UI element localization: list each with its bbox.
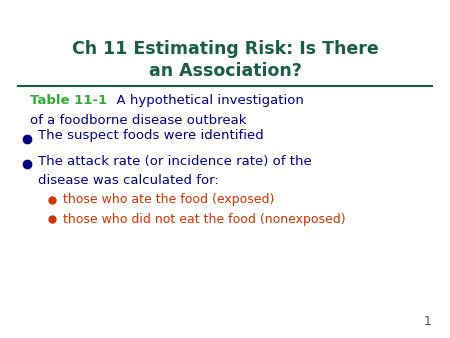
Text: of a foodborne disease outbreak: of a foodborne disease outbreak	[30, 114, 247, 127]
Text: Ch 11 Estimating Risk: Is There
an Association?: Ch 11 Estimating Risk: Is There an Assoc…	[72, 40, 378, 79]
Text: those who did not eat the food (nonexposed): those who did not eat the food (nonexpos…	[63, 213, 346, 225]
Text: A hypothetical investigation: A hypothetical investigation	[108, 94, 304, 107]
Text: those who ate the food (exposed): those who ate the food (exposed)	[63, 193, 274, 207]
Text: The suspect foods were identified: The suspect foods were identified	[38, 129, 264, 143]
Text: Table 11-1: Table 11-1	[30, 94, 107, 107]
Text: The attack rate (or incidence rate) of the: The attack rate (or incidence rate) of t…	[38, 154, 312, 168]
Text: disease was calculated for:: disease was calculated for:	[38, 173, 219, 187]
Text: 1: 1	[424, 315, 432, 328]
